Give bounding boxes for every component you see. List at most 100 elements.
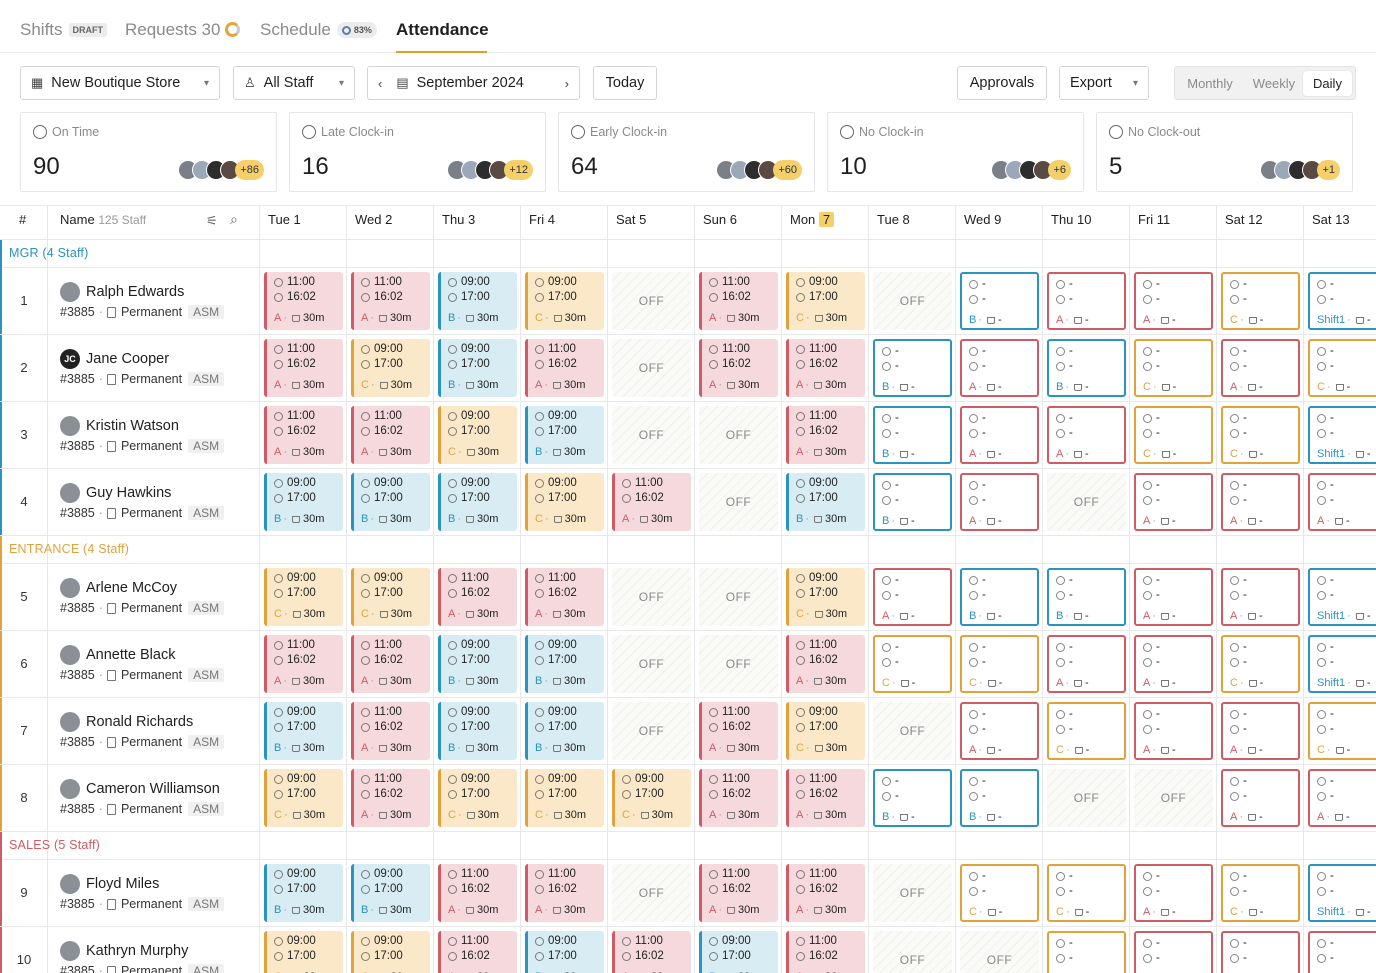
off-day-cell[interactable]: OFF bbox=[612, 864, 691, 922]
employee-cell[interactable]: Ralph Edwards #3885 · Permanent ASM bbox=[60, 281, 225, 319]
shift-cell[interactable]: --A·- bbox=[1134, 702, 1213, 760]
tab-requests[interactable]: Requests 30 bbox=[125, 20, 241, 53]
shift-cell[interactable]: --A·- bbox=[960, 702, 1039, 760]
off-day-cell[interactable]: OFF bbox=[960, 931, 1039, 973]
view-monthly[interactable]: Monthly bbox=[1187, 76, 1233, 91]
employee-cell[interactable]: Ronald Richards #3885 · Permanent ASM bbox=[60, 711, 225, 749]
shift-cell[interactable]: --A·- bbox=[1134, 864, 1213, 922]
off-day-cell[interactable]: OFF bbox=[612, 272, 691, 330]
employee-cell[interactable]: Cameron Williamson #3885 · Permanent ASM bbox=[60, 778, 225, 816]
off-day-cell[interactable]: OFF bbox=[699, 473, 778, 531]
employee-cell[interactable]: Guy Hawkins #3885 · Permanent ASM bbox=[60, 482, 225, 520]
day-header[interactable]: Wed 9 bbox=[964, 212, 1002, 227]
shift-cell[interactable]: --C·- bbox=[1221, 864, 1300, 922]
shift-cell[interactable]: --C·- bbox=[1047, 931, 1126, 973]
employee-cell[interactable]: JC Jane Cooper #3885 · Permanent ASM bbox=[60, 348, 225, 386]
day-header[interactable]: Tue 8 bbox=[877, 212, 910, 227]
off-day-cell[interactable]: OFF bbox=[1047, 769, 1126, 827]
shift-cell[interactable]: - - Shift1 · - bbox=[1308, 272, 1376, 330]
off-day-cell[interactable]: OFF bbox=[612, 339, 691, 397]
shift-cell[interactable]: --C·- bbox=[1221, 272, 1300, 330]
employee-cell[interactable]: Kathryn Murphy #3885 · Permanent ASM bbox=[60, 940, 225, 973]
stat-card[interactable]: Late Clock-in 16 +12 bbox=[289, 112, 546, 192]
off-day-cell[interactable]: OFF bbox=[612, 406, 691, 464]
tab-attendance[interactable]: Attendance bbox=[396, 20, 489, 53]
export-button[interactable]: Export ▾ bbox=[1059, 66, 1149, 100]
tab-shifts[interactable]: Shifts DRAFT bbox=[20, 20, 108, 53]
day-header[interactable]: Fri 11 bbox=[1138, 212, 1171, 227]
shift-cell[interactable]: --A·- bbox=[1308, 473, 1376, 531]
stat-card[interactable]: Early Clock-in 64 +60 bbox=[558, 112, 815, 192]
shift-cell[interactable]: --A·- bbox=[960, 339, 1039, 397]
filter-icon[interactable]: ⚟ bbox=[206, 213, 218, 228]
off-day-cell[interactable]: OFF bbox=[1134, 769, 1213, 827]
day-header[interactable]: Wed 2 bbox=[355, 212, 393, 227]
shift-cell[interactable]: - - Shift1 · - bbox=[1308, 406, 1376, 464]
shift-cell[interactable]: --C·- bbox=[873, 635, 952, 693]
shift-cell[interactable]: --A·- bbox=[1134, 272, 1213, 330]
employee-cell[interactable]: Kristin Watson #3885 · Permanent ASM bbox=[60, 415, 225, 453]
shift-cell[interactable]: --C·- bbox=[1308, 339, 1376, 397]
stat-card[interactable]: On Time 90 +86 bbox=[20, 112, 277, 192]
employee-cell[interactable]: Annette Black #3885 · Permanent ASM bbox=[60, 644, 225, 682]
search-icon[interactable]: ⌕ bbox=[230, 211, 238, 227]
off-day-cell[interactable]: OFF bbox=[873, 702, 952, 760]
shift-cell[interactable]: --A·- bbox=[1047, 406, 1126, 464]
shift-cell[interactable]: --A·- bbox=[1134, 473, 1213, 531]
off-day-cell[interactable]: OFF bbox=[612, 702, 691, 760]
off-day-cell[interactable]: OFF bbox=[873, 931, 952, 973]
shift-cell[interactable]: --A·- bbox=[1308, 769, 1376, 827]
shift-cell[interactable]: --C·- bbox=[1221, 635, 1300, 693]
day-header[interactable]: Mon 7 bbox=[790, 212, 835, 227]
shift-cell[interactable]: - - B · - bbox=[873, 769, 952, 827]
shift-cell[interactable]: --A·- bbox=[1134, 568, 1213, 626]
shift-cell[interactable]: - - Shift1 · - bbox=[1308, 568, 1376, 626]
shift-cell[interactable]: --A·- bbox=[1221, 702, 1300, 760]
off-day-cell[interactable]: OFF bbox=[612, 568, 691, 626]
chevron-right-icon[interactable]: › bbox=[564, 75, 569, 91]
shift-cell[interactable]: - - B · - bbox=[960, 272, 1039, 330]
shift-cell[interactable]: --A·- bbox=[1134, 931, 1213, 973]
shift-cell[interactable]: --C·- bbox=[1308, 702, 1376, 760]
view-weekly[interactable]: Weekly bbox=[1252, 76, 1296, 91]
off-day-cell[interactable]: OFF bbox=[873, 864, 952, 922]
shift-cell[interactable]: --A·- bbox=[1134, 635, 1213, 693]
shift-cell[interactable]: --A·- bbox=[1047, 272, 1126, 330]
stat-card[interactable]: No Clock-in 10 +6 bbox=[827, 112, 1084, 192]
shift-cell[interactable]: --C·- bbox=[960, 864, 1039, 922]
shift-cell[interactable]: --A·- bbox=[1221, 339, 1300, 397]
